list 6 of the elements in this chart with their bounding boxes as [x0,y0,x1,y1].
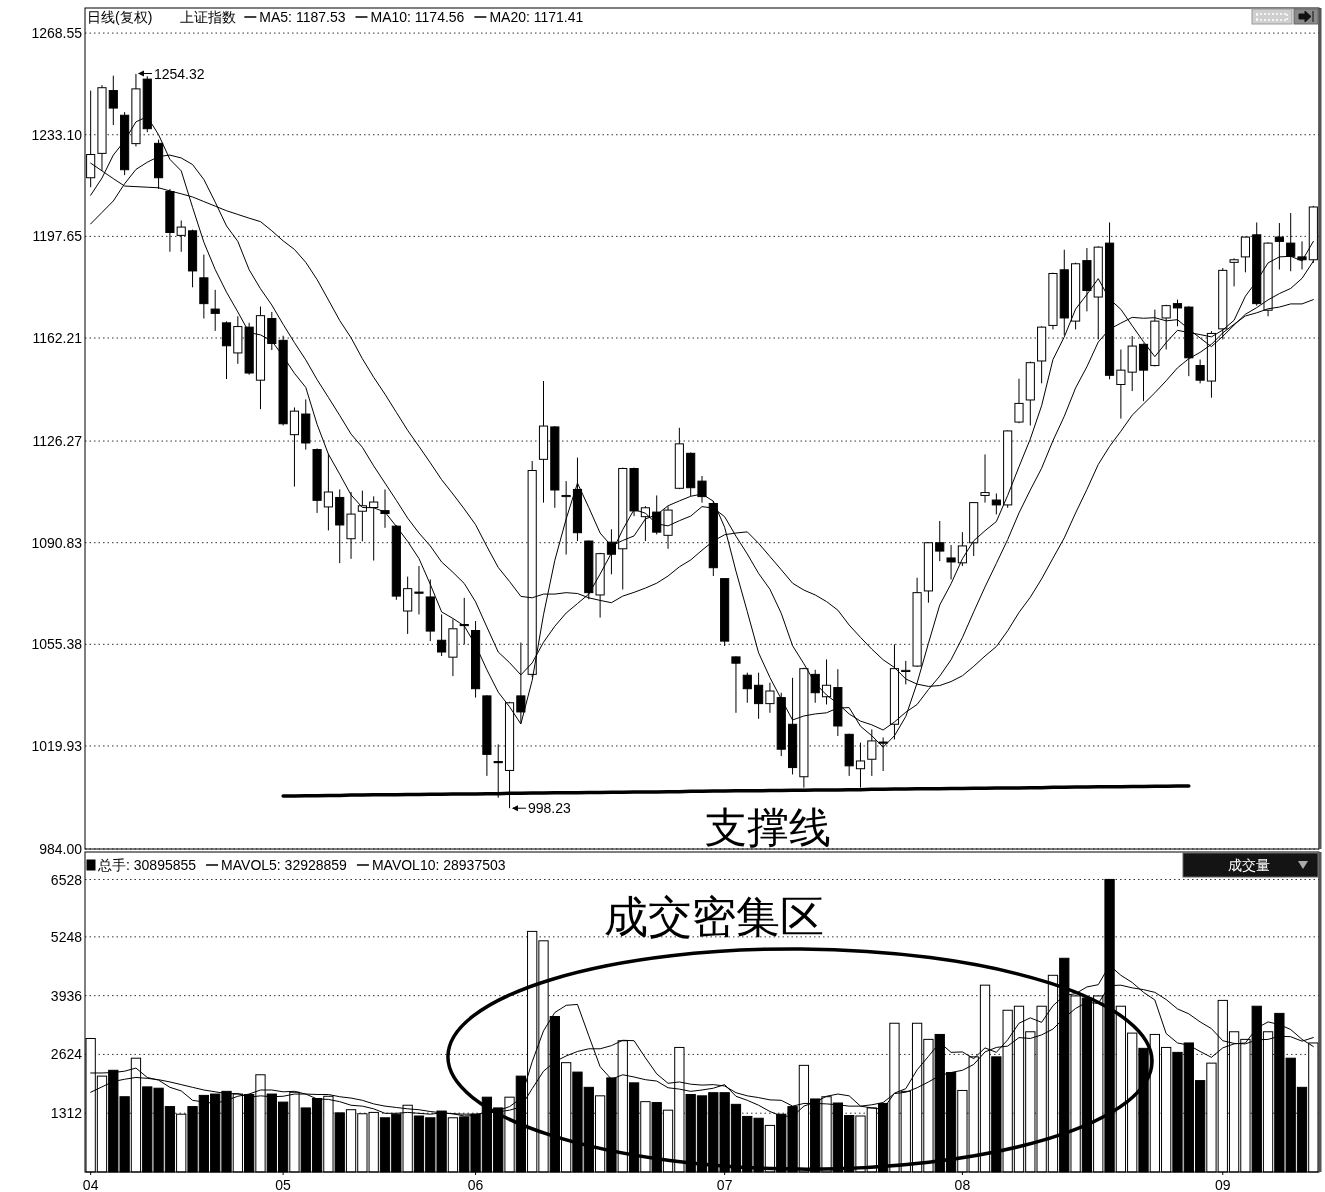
annotation: 998.23 [527,800,571,817]
title: 日线(复权) [87,9,153,25]
note: 成交密集区 [603,892,824,942]
subtitle: 上证指数 [180,9,237,25]
annotation: 1254.32 [153,65,205,82]
note: 支撑线 [705,804,831,852]
